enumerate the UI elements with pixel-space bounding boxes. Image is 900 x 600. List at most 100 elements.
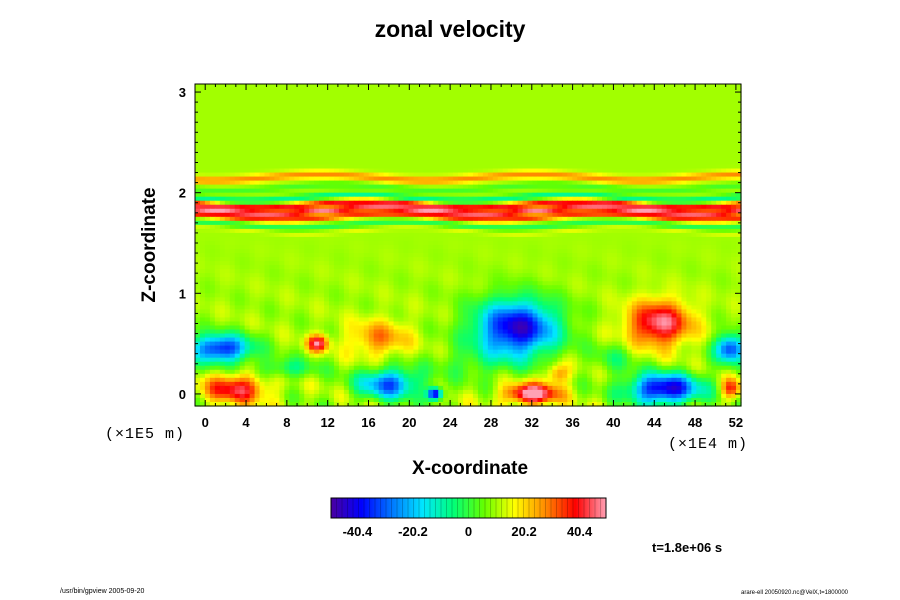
heatmap-cell <box>527 172 534 178</box>
heatmap-cell <box>264 176 271 182</box>
heatmap-cell <box>482 220 489 226</box>
heatmap-cell <box>443 96 449 101</box>
heatmap-cell <box>646 152 653 158</box>
heatmap-cell <box>294 148 300 154</box>
heatmap-cell <box>423 220 429 226</box>
heatmap-cell <box>234 144 241 150</box>
heatmap-cell <box>706 224 712 230</box>
heatmap-cell <box>373 216 380 222</box>
heatmap-cell <box>701 112 707 117</box>
heatmap-cell <box>492 261 499 266</box>
heatmap-cell <box>214 236 221 242</box>
heatmap-cell <box>294 108 300 113</box>
heatmap-cell <box>706 164 712 170</box>
heatmap-cell <box>234 224 241 230</box>
heatmap-cell <box>398 88 405 93</box>
heatmap-cell <box>254 96 261 101</box>
heatmap-cell <box>319 148 325 154</box>
heatmap-cell <box>701 116 707 121</box>
heatmap-cell <box>686 152 692 158</box>
heatmap-cell <box>487 232 494 238</box>
heatmap-cell <box>279 236 285 242</box>
heatmap-cell <box>383 240 390 246</box>
heatmap-cell <box>691 224 697 230</box>
heatmap-cell <box>671 132 678 137</box>
heatmap-cell <box>502 92 509 97</box>
heatmap-cell <box>329 232 335 238</box>
heatmap-cell <box>289 172 295 178</box>
heatmap-cell <box>631 208 638 214</box>
heatmap-cell <box>403 140 410 145</box>
heatmap-cell <box>641 224 648 230</box>
heatmap-cell <box>239 184 246 190</box>
heatmap-cell <box>254 176 261 182</box>
heatmap-cell <box>239 220 246 226</box>
heatmap-cell <box>393 208 400 214</box>
heatmap-cell <box>587 212 593 218</box>
heatmap-cell <box>621 204 628 210</box>
heatmap-cell <box>542 120 549 125</box>
heatmap-cell <box>656 164 663 170</box>
heatmap-cell <box>234 184 241 190</box>
heatmap-cell <box>314 136 320 141</box>
heatmap-cell <box>388 100 395 105</box>
heatmap-cell <box>502 84 509 89</box>
heatmap-cell <box>338 112 345 117</box>
heatmap-cell <box>482 112 489 117</box>
heatmap-cell <box>547 124 553 129</box>
heatmap-cell <box>458 253 464 258</box>
heatmap-cell <box>204 265 211 270</box>
heatmap-cell <box>522 128 529 133</box>
heatmap-cell <box>626 136 633 141</box>
heatmap-cell <box>602 152 608 158</box>
heatmap-cell <box>517 216 524 222</box>
heatmap-cell <box>358 136 365 141</box>
heatmap-cell <box>517 160 524 166</box>
heatmap-cell <box>433 112 439 117</box>
heatmap-cell <box>244 88 251 93</box>
heatmap-cell <box>343 132 350 137</box>
heatmap-cell <box>502 204 509 210</box>
heatmap-cell <box>284 261 290 266</box>
heatmap-cell <box>711 232 717 238</box>
heatmap-cell <box>408 100 414 105</box>
heatmap-cell <box>681 92 687 97</box>
heatmap-cell <box>522 156 529 162</box>
heatmap-cell <box>418 257 424 262</box>
heatmap-cell <box>219 240 226 246</box>
heatmap-cell <box>468 261 474 266</box>
heatmap-cell <box>592 108 598 113</box>
heatmap-cell <box>348 196 355 202</box>
heatmap-cell <box>398 172 405 178</box>
heatmap-cell <box>691 220 697 226</box>
heatmap-cell <box>696 224 702 230</box>
heatmap-cell <box>304 208 310 214</box>
heatmap-cell <box>413 184 419 190</box>
heatmap-cell <box>646 112 653 117</box>
heatmap-cell <box>423 140 429 145</box>
heatmap-cell <box>572 240 578 246</box>
heatmap-cell <box>542 136 549 141</box>
heatmap-cell <box>512 144 519 150</box>
heatmap-cell <box>656 156 663 162</box>
heatmap-cell <box>502 88 509 93</box>
heatmap-cell <box>209 152 216 158</box>
heatmap-cell <box>453 249 459 254</box>
heatmap-cell <box>264 204 271 210</box>
heatmap-cell <box>199 136 206 141</box>
heatmap-cell <box>636 240 643 246</box>
heatmap-cell <box>686 188 692 194</box>
heatmap-cell <box>661 108 668 113</box>
heatmap-cell <box>547 84 553 89</box>
heatmap-cell <box>602 228 608 234</box>
heatmap-cell <box>681 232 687 238</box>
heatmap-cell <box>244 228 251 234</box>
heatmap-cell <box>562 204 568 210</box>
heatmap-cell <box>606 168 613 174</box>
heatmap-cell <box>651 152 658 158</box>
heatmap-cell <box>716 108 722 113</box>
heatmap-cell <box>373 152 380 158</box>
heatmap-cell <box>517 232 524 238</box>
heatmap-cell <box>269 265 276 270</box>
heatmap-cell <box>195 176 201 182</box>
